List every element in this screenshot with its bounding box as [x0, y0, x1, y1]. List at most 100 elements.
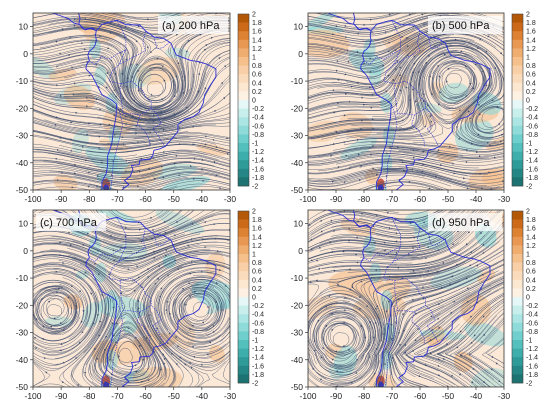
colorbar-swatch: [512, 322, 523, 332]
colorbar-tick-label: 0: [526, 295, 530, 302]
colorbar-swatch: [238, 117, 249, 127]
negative-anomaly-region: [151, 163, 198, 180]
x-tick-label: -30: [224, 194, 237, 204]
panel-c-borders: [89, 218, 170, 387]
panel-d-x-ticks: -100 -90 -80 -70 -60 -50 -40 -30: [299, 387, 510, 401]
andes-anomaly-region: [105, 152, 118, 173]
panel-c-x-ticks: -100 -90 -80 -70 -60 -50 -40 -30: [24, 387, 236, 401]
colorbar-swatch: [238, 211, 249, 220]
colorbar-tick-label: -1: [526, 141, 532, 148]
colorbar-tick-label: -0.2: [252, 106, 264, 113]
panel-b-colorbar: 21.8 1.61.4 1.2 10.8 0.60.4 0.2 0-0.2 -0.4-0.6 -…: [511, 12, 538, 191]
y-tick-label: 0: [298, 49, 303, 59]
colorbar-swatch: [238, 82, 249, 92]
colorbar-tick-label: -1.4: [252, 158, 264, 165]
colorbar-tick-label: -0.6: [526, 123, 538, 130]
colorbar-tick-label: -1.8: [252, 175, 264, 182]
colorbar-frame: [237, 13, 250, 187]
x-tick-label: -100: [24, 194, 41, 204]
colorbar-tick-label: -0.8: [526, 329, 538, 336]
x-tick-label: -80: [358, 194, 371, 204]
colorbar-swatch: [512, 125, 523, 135]
colorbar-tick-label: 1.2: [526, 46, 536, 53]
x-tick-label: -100: [299, 194, 316, 204]
colorbar-swatch: [238, 305, 249, 315]
panel-a-colorbar: 21.8 1.61.4 1.2 10.8 0.60.4 0.2 0-0.2 -0.4-0.6 -…: [237, 12, 264, 191]
panel-b: (b) 500 hPa -100 -90 -80 -70 -60 -50 -40 -30 10…: [291, 12, 511, 204]
x-tick-label: -50: [442, 194, 455, 204]
x-tick-label: -50: [168, 391, 181, 401]
colorbar-swatch: [238, 254, 249, 263]
x-tick-label: -50: [168, 194, 181, 204]
colorbar-swatch: [512, 348, 523, 358]
colorbar-swatch: [238, 365, 249, 375]
x-tick-label: -100: [299, 391, 316, 401]
colorbar-tick-label: -0.6: [526, 320, 538, 327]
panel-b-y-ticks: 10 0 -10 -20 -30 -40 -50: [291, 22, 308, 195]
colorbar-swatch: [238, 314, 249, 324]
colorbar-tick-label: 0: [252, 295, 256, 302]
y-tick-label: -10: [291, 76, 304, 86]
panel-c-frame: [32, 209, 231, 388]
panel-d: (d) 950 hPa -100 -90 -80 -70 -60 -50 -40 -30 10…: [291, 209, 510, 401]
colorbar-tick-label: 0.6: [526, 72, 536, 79]
colorbar-tick-label: -1.6: [252, 166, 264, 173]
colorbar-swatch: [238, 168, 249, 178]
y-tick-label: -20: [291, 300, 304, 310]
panel-b-borders: [363, 21, 444, 190]
colorbar-tick-label: 1.2: [252, 243, 262, 250]
colorbar-tick-label: -1.2: [526, 346, 538, 353]
panel-a-coastline: [51, 13, 217, 190]
panel-a-y-ticks: 10 0 -10 -20 -30 -40 -50: [16, 22, 33, 195]
x-tick-label: -40: [470, 391, 483, 401]
colorbar-tick-label: 0.6: [252, 269, 262, 276]
colorbar-tick-label: 0.8: [252, 260, 262, 267]
colorbar-tick-label: -0.4: [252, 312, 264, 319]
y-tick-label: -30: [16, 131, 29, 141]
colorbar-tick-label: 0: [526, 98, 530, 105]
colorbar-swatch: [238, 39, 249, 49]
x-tick-label: -30: [498, 194, 511, 204]
colorbar-swatch: [512, 14, 523, 23]
colorbar-swatch: [512, 236, 523, 246]
panel-d-colorbar: 21.8 1.61.4 1.2 10.8 0.60.4 0.2 0-0.2 -0.4-0.6 -…: [511, 209, 538, 388]
colorbar-swatch: [238, 262, 249, 272]
colorbar-swatch: [238, 65, 249, 75]
colorbar-tick-label: 0.4: [252, 80, 262, 87]
colorbar-swatch: [512, 254, 523, 263]
colorbar-tick-label: -1.6: [252, 363, 264, 370]
colorbar-tick-label: -1.4: [252, 355, 264, 362]
colorbar-swatch: [238, 245, 249, 255]
colorbar-swatch: [512, 31, 523, 41]
colorbar-tick-label: 1.4: [252, 234, 262, 241]
andes-anomaly-region: [380, 92, 393, 113]
panel-d-borders: [363, 218, 444, 387]
colorbar-tick-label: -0.4: [526, 115, 538, 122]
panel-c-title: (c) 700 hPa: [40, 217, 98, 229]
colorbar-swatch: [238, 297, 249, 306]
colorbar-tick-label: -1: [526, 338, 532, 345]
colorbar-swatch: [512, 39, 523, 49]
colorbar-tick-label: -0.2: [526, 303, 538, 310]
panel-d-coastline: [326, 210, 491, 387]
streamline-set: [33, 210, 230, 387]
y-tick-label: -50: [16, 382, 29, 392]
x-tick-label: -80: [358, 391, 371, 401]
colorbar-tick-label: 1.4: [526, 37, 536, 44]
colorbar-swatch: [238, 100, 249, 109]
panel-d-title: (d) 950 hPa: [432, 217, 490, 229]
colorbar-swatch: [238, 279, 249, 289]
x-tick-label: -60: [414, 391, 427, 401]
colorbar-swatch: [512, 74, 523, 84]
negative-anomaly-region: [464, 321, 504, 347]
colorbar-swatch: [512, 91, 523, 101]
colorbar-swatch: [238, 31, 249, 41]
positive-anomaly-region: [48, 68, 77, 81]
y-tick-label: -10: [16, 76, 29, 86]
x-tick-label: -90: [55, 391, 68, 401]
colorbar-swatch: [238, 322, 249, 332]
colorbar-tick-label: 0.2: [526, 286, 536, 293]
colorbar-tick-label: -2: [526, 184, 532, 191]
panel-b-title-box: [428, 16, 502, 34]
colorbar-tick-label: 0.4: [252, 277, 262, 284]
